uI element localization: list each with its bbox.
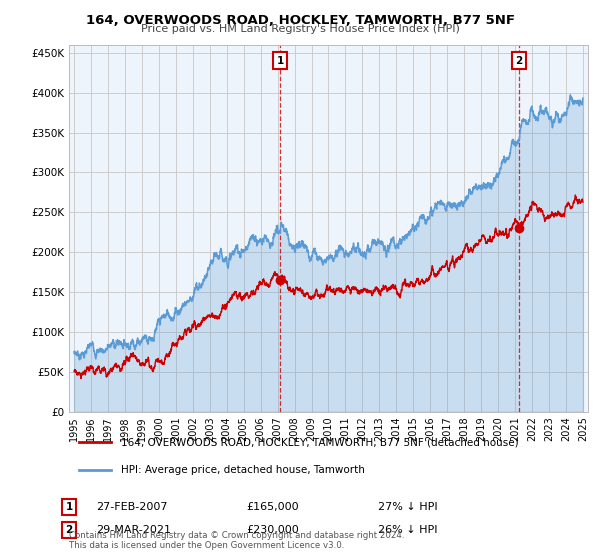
- Text: 29-MAR-2021: 29-MAR-2021: [96, 525, 171, 535]
- Text: HPI: Average price, detached house, Tamworth: HPI: Average price, detached house, Tamw…: [121, 465, 365, 475]
- Text: £230,000: £230,000: [246, 525, 299, 535]
- Text: 27-FEB-2007: 27-FEB-2007: [96, 502, 167, 512]
- Text: Contains HM Land Registry data © Crown copyright and database right 2024.
This d: Contains HM Land Registry data © Crown c…: [69, 530, 404, 550]
- Text: 26% ↓ HPI: 26% ↓ HPI: [378, 525, 437, 535]
- Text: 2: 2: [65, 525, 73, 535]
- Text: £165,000: £165,000: [246, 502, 299, 512]
- Text: 164, OVERWOODS ROAD, HOCKLEY, TAMWORTH, B77 5NF (detached house): 164, OVERWOODS ROAD, HOCKLEY, TAMWORTH, …: [121, 437, 518, 447]
- Text: 164, OVERWOODS ROAD, HOCKLEY, TAMWORTH, B77 5NF: 164, OVERWOODS ROAD, HOCKLEY, TAMWORTH, …: [86, 14, 515, 27]
- Text: Price paid vs. HM Land Registry's House Price Index (HPI): Price paid vs. HM Land Registry's House …: [140, 24, 460, 34]
- Text: 2: 2: [515, 56, 523, 66]
- Text: 27% ↓ HPI: 27% ↓ HPI: [378, 502, 437, 512]
- Text: 1: 1: [65, 502, 73, 512]
- Text: 1: 1: [277, 56, 284, 66]
